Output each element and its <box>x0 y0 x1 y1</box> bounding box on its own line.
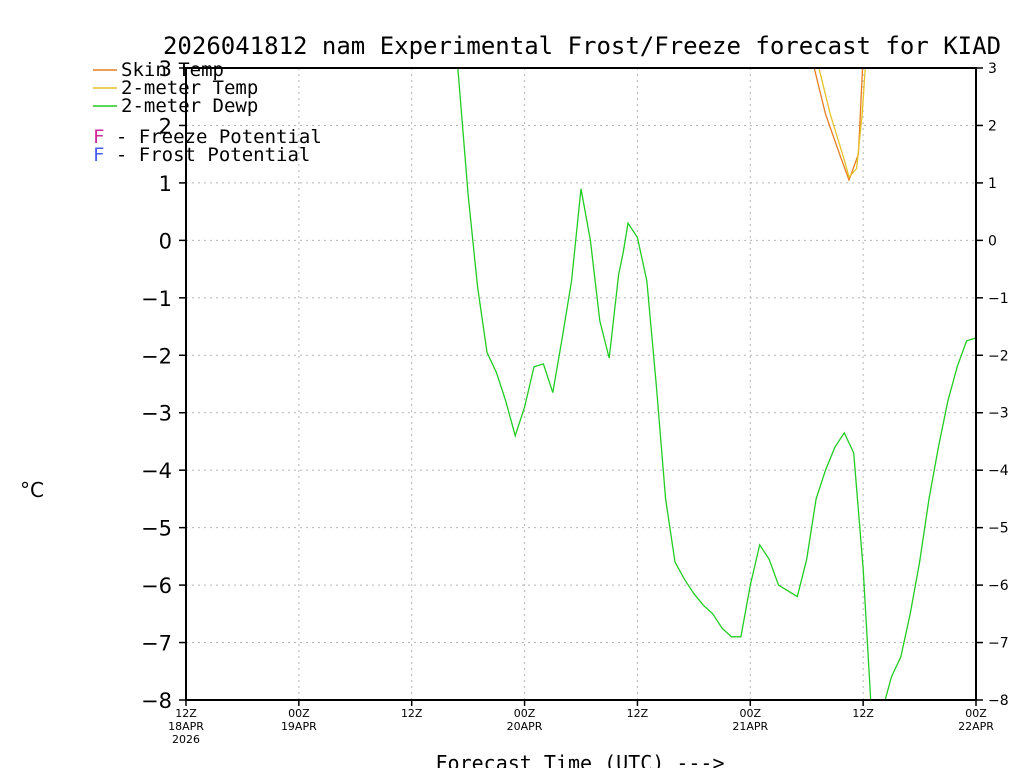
y-tick-label-left: −1 <box>141 287 172 311</box>
x-tick-label: 00Z <box>740 707 762 720</box>
legend-label: 2-meter Dewp <box>121 95 258 117</box>
y-tick-label-right: −3 <box>988 406 1009 422</box>
y-tick-label-right: −5 <box>988 521 1009 537</box>
x-tick-label: 12Z <box>401 707 423 720</box>
y-tick-label-right: −6 <box>988 578 1009 594</box>
x-tick-date: 22APR <box>958 720 994 733</box>
legend-marker-label: F - Frost Potential <box>93 144 310 166</box>
y-axis-label: °C <box>20 478 44 502</box>
x-tick-label: 00Z <box>965 707 987 720</box>
legend-marker-label: F - Freeze Potential <box>93 126 322 148</box>
x-axis-label: Forecast Time (UTC) ---> <box>436 751 725 768</box>
y-tick-label-right: −1 <box>988 291 1009 307</box>
y-tick-label-left: −3 <box>141 402 172 426</box>
y-tick-label-left: −2 <box>141 344 172 368</box>
series-line-2-meter-dewp <box>457 68 976 700</box>
series-line-skin-temp <box>813 68 864 182</box>
x-tick-year: 2026 <box>172 733 200 746</box>
y-tick-label-left: −6 <box>141 574 172 598</box>
y-tick-label-right: −8 <box>988 693 1009 709</box>
y-axis-ticks: −8 −8 −7 −7 −6 −6 −5 −5 −4 −4 −3 −3 −2 −2 −1 −1 0 0 1 1 2 2 3 3 <box>141 57 1009 713</box>
y-tick-label-left: 3 <box>159 57 172 81</box>
legend-label: Skin Temp <box>121 59 224 81</box>
legend-label: 2-meter Temp <box>121 77 258 99</box>
y-tick-label-left: −4 <box>141 459 172 483</box>
y-tick-label-left: −7 <box>141 632 172 656</box>
series-line-2-meter-temp <box>818 68 866 179</box>
y-tick-label-left: −8 <box>141 689 172 713</box>
series-layer <box>457 68 976 700</box>
x-tick-date: 19APR <box>281 720 317 733</box>
plot-frame <box>185 67 977 701</box>
x-tick-label: 00Z <box>514 707 536 720</box>
y-tick-label-right: 1 <box>988 176 997 192</box>
y-tick-label-left: 1 <box>159 172 172 196</box>
y-tick-label-right: −4 <box>988 463 1009 479</box>
y-tick-label-right: 3 <box>988 61 997 77</box>
chart-title: 2026041812 nam Experimental Frost/Freeze… <box>163 32 1001 60</box>
y-tick-label-left: −5 <box>141 517 172 541</box>
y-tick-label-right: −7 <box>988 636 1009 652</box>
x-tick-label: 00Z <box>288 707 310 720</box>
y-tick-label-right: 0 <box>988 233 997 249</box>
x-tick-date: 20APR <box>507 720 543 733</box>
x-tick-label: 12Z <box>627 707 649 720</box>
y-tick-label-right: 2 <box>988 118 997 134</box>
x-tick-date: 21APR <box>732 720 768 733</box>
x-tick-label: 12Z <box>852 707 874 720</box>
x-tick-date: 18APR <box>168 720 204 733</box>
y-tick-label-left: 0 <box>159 229 172 253</box>
y-tick-label-right: −2 <box>988 348 1009 364</box>
x-tick-label: 12Z <box>175 707 197 720</box>
y-tick-label-left: 2 <box>159 114 172 138</box>
